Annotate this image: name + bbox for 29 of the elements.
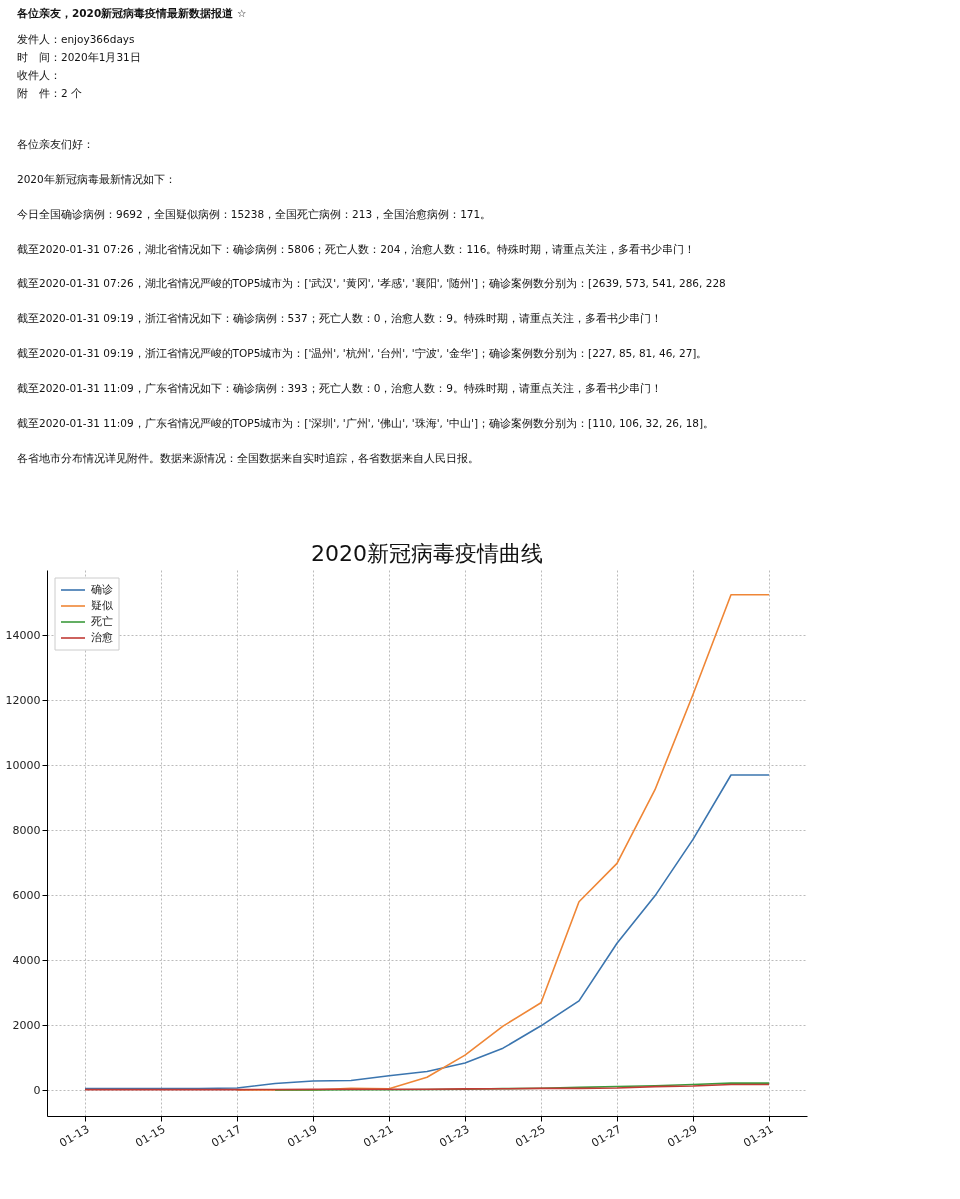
text: 截至2020-01-31 07:26，湖北省情况如下：确诊病例：5806；死亡人数：204，治愈人数：116。特殊时期，请重点关注，多看书少串门！ xyxy=(17,242,696,255)
y-tick-label: 14000 xyxy=(5,628,41,642)
line-series xyxy=(84,774,770,1090)
text: 各位亲友们好： xyxy=(17,137,94,150)
text: 截至2020-01-31 09:19，浙江省情况如下：确诊病例：537；死亡人数：0，治愈人数：9。特殊时期，请重点关注，多看书少串门！ xyxy=(17,312,663,325)
text: 截至2020-01-31 09:19，浙江省情况严峻的TOP5城市为：['温州', '杭州', '台州', '宁波', '金华']；确诊案例数分别为：[227, 85, 81, 46, 27]。 xyxy=(17,347,708,360)
y-tick-label: 6000 xyxy=(12,888,41,902)
text: 收件人： xyxy=(17,68,61,81)
y-tick-label: 10000 xyxy=(5,758,41,772)
legend-label: 确诊 xyxy=(90,583,113,596)
y-tick-label: 12000 xyxy=(5,693,41,707)
legend-label: 死亡 xyxy=(91,615,113,628)
text: 时 间：2020年1月31日 xyxy=(17,50,141,63)
y-tick-label: 8000 xyxy=(12,823,41,837)
legend-label: 疑似 xyxy=(91,599,113,612)
text: 截至2020-01-31 11:09，广东省情况严峻的TOP5城市为：['深圳', '广州', '佛山', '珠海', '中山']；确诊案例数分别为：[110, 106, 32, 26, 18]。 xyxy=(17,417,715,430)
text: 截至2020-01-31 11:09，广东省情况如下：确诊病例：393；死亡人数：0，治愈人数：9。特殊时期，请重点关注，多看书少串门！ xyxy=(17,382,663,395)
text: 今日全国确诊病例：9692，全国疑似病例：15238，全国死亡病例：213，全国治愈病例：171。 xyxy=(17,207,492,220)
text: 附 件：2 个 xyxy=(17,86,83,99)
text: 截至2020-01-31 07:26，湖北省情况严峻的TOP5城市为：['武汉', '黄冈', '孝感', '襄阳', '随州']；确诊案例数分别为：[2639, 573, 541, 286, 228 xyxy=(17,277,726,290)
text: 各位亲友，2020新冠病毒疫情最新数据报道 ☆ xyxy=(16,7,247,20)
legend-label: 治愈 xyxy=(91,631,113,644)
text: 2020年新冠病毒最新情况如下： xyxy=(17,172,176,185)
chart-title: 2020新冠病毒疫情曲线 xyxy=(311,541,543,566)
text: 发件人：enjoy366days xyxy=(17,32,135,45)
text: 各省地市分布情况详见附件。数据来源情况：全国数据来自实时追踪，各省数据来自人民日报。 xyxy=(17,452,479,465)
y-tick-label: 2000 xyxy=(12,1018,41,1032)
y-tick-label: 0 xyxy=(33,1083,41,1097)
y-tick-label: 4000 xyxy=(12,953,41,967)
